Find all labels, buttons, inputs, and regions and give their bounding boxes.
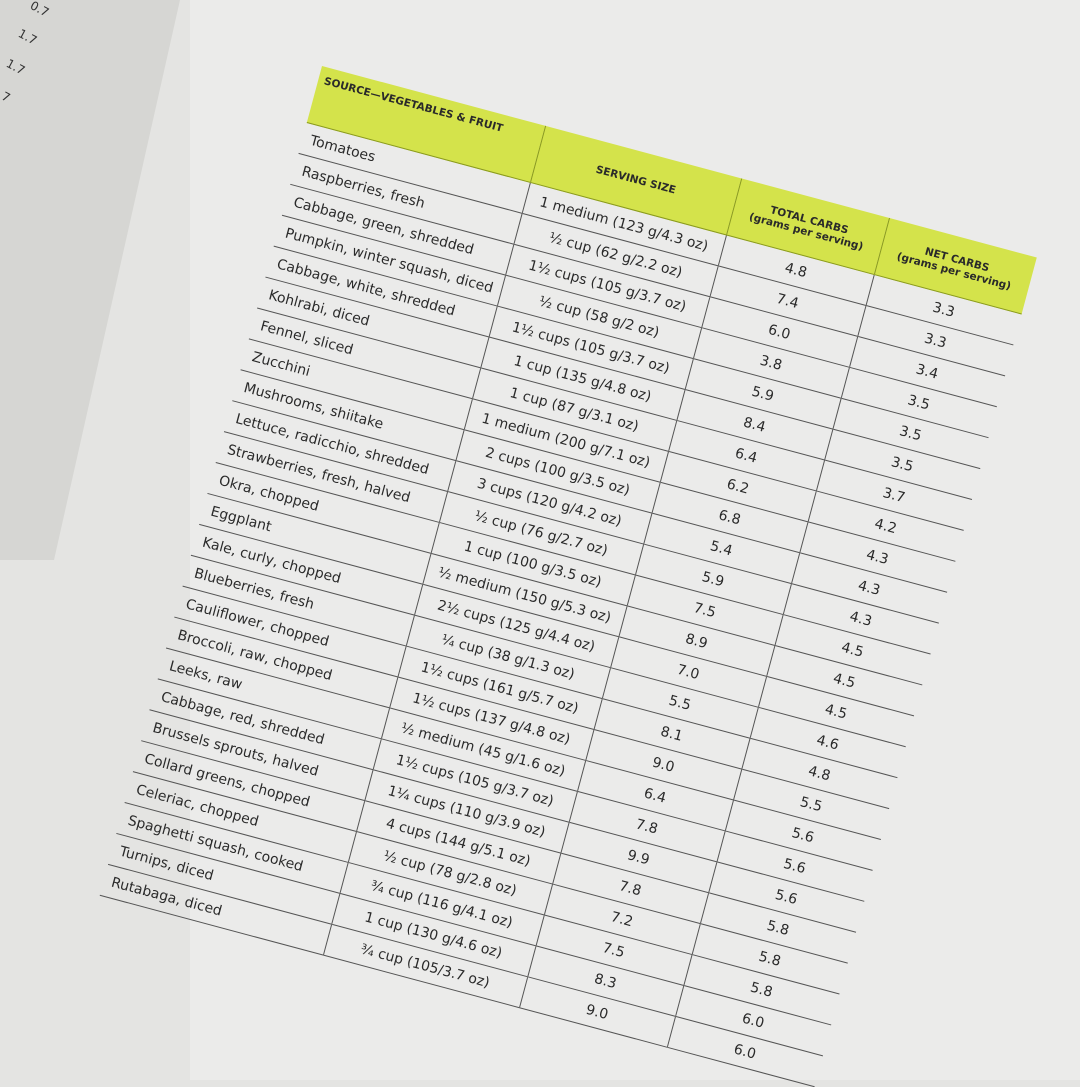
left-page	[0, 0, 180, 560]
